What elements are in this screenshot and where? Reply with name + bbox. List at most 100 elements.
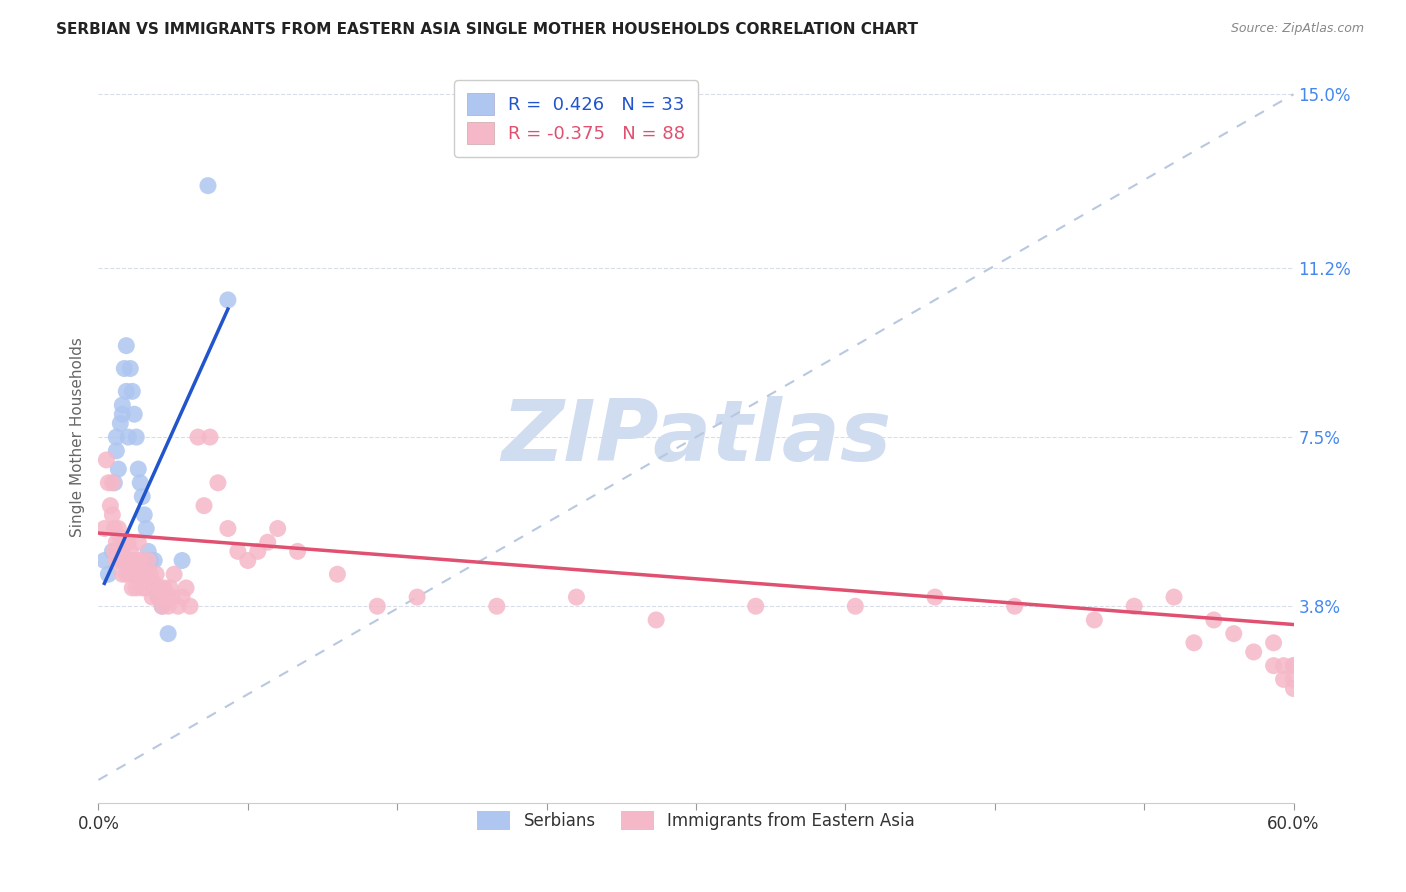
- Point: [167, 599, 190, 614]
- Point: [172, 553, 194, 567]
- Point: [141, 590, 163, 604]
- Point: [150, 599, 173, 614]
- Point: [110, 553, 132, 567]
- Point: [131, 553, 153, 567]
- Point: [129, 567, 152, 582]
- Point: [246, 544, 269, 558]
- Point: [163, 567, 186, 582]
- Point: [111, 567, 134, 582]
- Point: [127, 535, 149, 549]
- Point: [105, 553, 128, 567]
- Point: [105, 430, 128, 444]
- Point: [97, 567, 120, 582]
- Point: [115, 338, 138, 352]
- Point: [111, 398, 134, 412]
- Point: [121, 581, 143, 595]
- Legend: Serbians, Immigrants from Eastern Asia: Serbians, Immigrants from Eastern Asia: [468, 803, 924, 838]
- Point: [98, 499, 122, 513]
- Point: [1083, 613, 1105, 627]
- Point: [105, 535, 128, 549]
- Point: [111, 407, 134, 421]
- Point: [121, 553, 143, 567]
- Point: [107, 521, 129, 535]
- Point: [236, 553, 259, 567]
- Point: [127, 462, 149, 476]
- Point: [124, 407, 146, 421]
- Point: [115, 567, 138, 582]
- Point: [745, 599, 768, 614]
- Point: [1263, 658, 1285, 673]
- Point: [187, 430, 209, 444]
- Point: [110, 531, 132, 545]
- Point: [150, 599, 173, 614]
- Point: [226, 544, 249, 558]
- Point: [256, 535, 278, 549]
- Point: [129, 475, 152, 490]
- Point: [117, 430, 139, 444]
- Point: [366, 599, 388, 614]
- Point: [924, 590, 946, 604]
- Point: [326, 567, 349, 582]
- Point: [111, 544, 134, 558]
- Text: ZIPatlas: ZIPatlas: [501, 395, 891, 479]
- Point: [110, 417, 132, 431]
- Point: [117, 553, 139, 567]
- Point: [1282, 673, 1305, 687]
- Point: [135, 521, 157, 535]
- Point: [1282, 658, 1305, 673]
- Point: [157, 626, 180, 640]
- Point: [120, 544, 142, 558]
- Point: [179, 599, 201, 614]
- Point: [148, 590, 170, 604]
- Point: [844, 599, 866, 614]
- Point: [96, 453, 118, 467]
- Point: [121, 384, 143, 399]
- Point: [1263, 636, 1285, 650]
- Text: SERBIAN VS IMMIGRANTS FROM EASTERN ASIA SINGLE MOTHER HOUSEHOLDS CORRELATION CHA: SERBIAN VS IMMIGRANTS FROM EASTERN ASIA …: [56, 22, 918, 37]
- Point: [135, 581, 157, 595]
- Point: [93, 553, 115, 567]
- Point: [115, 384, 138, 399]
- Point: [143, 553, 166, 567]
- Point: [1163, 590, 1185, 604]
- Point: [143, 576, 166, 591]
- Point: [1182, 636, 1205, 650]
- Point: [198, 430, 221, 444]
- Point: [153, 581, 176, 595]
- Point: [172, 590, 194, 604]
- Point: [112, 535, 135, 549]
- Point: [107, 462, 129, 476]
- Point: [101, 508, 124, 522]
- Point: [120, 361, 142, 376]
- Point: [93, 521, 115, 535]
- Point: [1272, 673, 1295, 687]
- Point: [148, 590, 170, 604]
- Point: [645, 613, 668, 627]
- Point: [1272, 658, 1295, 673]
- Text: Source: ZipAtlas.com: Source: ZipAtlas.com: [1230, 22, 1364, 36]
- Point: [485, 599, 508, 614]
- Point: [149, 581, 172, 595]
- Point: [207, 475, 229, 490]
- Point: [157, 599, 180, 614]
- Point: [139, 567, 162, 582]
- Point: [155, 590, 177, 604]
- Point: [197, 178, 219, 193]
- Point: [103, 475, 125, 490]
- Point: [143, 581, 166, 595]
- Point: [134, 567, 156, 582]
- Point: [124, 567, 146, 582]
- Point: [125, 430, 148, 444]
- Point: [287, 544, 309, 558]
- Point: [105, 443, 128, 458]
- Point: [217, 293, 239, 307]
- Point: [1243, 645, 1265, 659]
- Point: [103, 544, 125, 558]
- Point: [160, 590, 183, 604]
- Point: [145, 567, 167, 582]
- Point: [117, 535, 139, 549]
- Point: [120, 567, 142, 582]
- Point: [112, 361, 135, 376]
- Point: [136, 553, 159, 567]
- Point: [127, 553, 149, 567]
